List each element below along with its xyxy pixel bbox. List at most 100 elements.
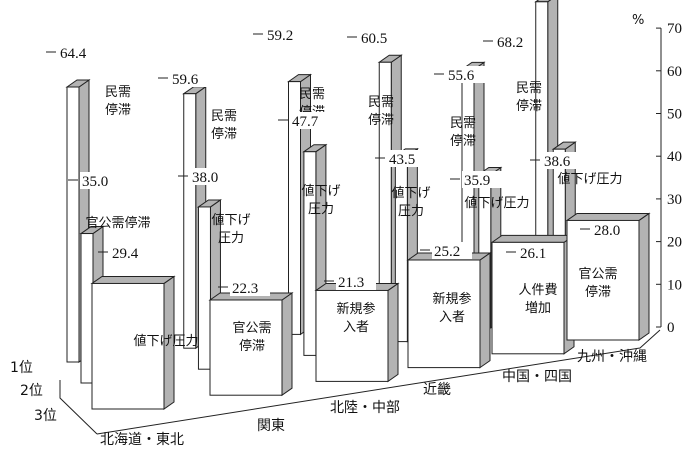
cause-label: 人件費増加 xyxy=(518,283,557,316)
value-label: 59.2 xyxy=(267,28,293,44)
floor-front-edge xyxy=(96,329,661,435)
cause-label-line: 停滞 xyxy=(105,102,131,118)
value-label: 47.7 xyxy=(292,114,319,130)
y-unit-label: % xyxy=(632,13,644,28)
cause-label: 値下げ圧力 xyxy=(133,333,198,349)
y-tick-label: 40 xyxy=(667,149,682,165)
value-label: 28.0 xyxy=(594,223,620,239)
bar-top xyxy=(565,212,651,221)
value-label-bg xyxy=(592,221,632,238)
cause-label-line: 民需 xyxy=(450,116,476,131)
y-tick-label: 10 xyxy=(667,277,682,293)
value-label: 64.4 xyxy=(60,46,87,62)
floor-left-edge xyxy=(59,380,98,435)
cause-label-line: 新規参 xyxy=(432,291,471,307)
cause-label-line: 入者 xyxy=(343,320,369,335)
cause-label-line: 値下げ圧力 xyxy=(557,171,622,187)
cause-label-line: 民需 xyxy=(368,95,394,110)
bar-top xyxy=(490,234,576,243)
value-label: 38.6 xyxy=(544,154,571,170)
bar xyxy=(91,282,165,410)
cause-label: 値下げ圧力 xyxy=(391,185,430,219)
value-label-bg xyxy=(336,273,376,290)
bar-side xyxy=(387,282,399,383)
value-label-bg xyxy=(518,244,558,261)
cause-label-line: 官公需 xyxy=(578,266,617,282)
cause-label: 民需停滞 xyxy=(516,81,542,114)
cause-label: 値下げ圧力 xyxy=(301,183,340,217)
category-label: 中国・四国 xyxy=(502,369,572,385)
value-label: 43.5 xyxy=(389,152,415,168)
cause-label-line: 値下げ xyxy=(391,185,430,201)
value-label-bg xyxy=(290,112,330,129)
value-label: 26.1 xyxy=(520,246,546,262)
value-label: 21.3 xyxy=(338,275,364,291)
bar xyxy=(80,233,94,384)
category-label: 近畿 xyxy=(423,382,451,398)
series-label: 1位 xyxy=(10,360,33,376)
y-tick-label: 30 xyxy=(667,192,682,208)
value-label: 55.6 xyxy=(448,68,475,84)
cause-label-line: 圧力 xyxy=(308,202,334,217)
cause-label: 値下げ圧力 xyxy=(464,195,529,211)
cause-label: 官公需停滞 xyxy=(85,215,150,231)
y-tick-label: 60 xyxy=(667,64,682,80)
value-label-bg xyxy=(446,66,486,83)
cause-label-line: 停滞 xyxy=(585,284,611,300)
cause-label-line: 値下げ圧力 xyxy=(464,195,529,211)
bar-side xyxy=(479,252,491,369)
y-tick-label: 70 xyxy=(667,21,682,37)
value-label: 29.4 xyxy=(112,246,139,262)
cause-label-line: 民需 xyxy=(105,85,131,100)
bar xyxy=(303,151,317,356)
cause-label: 民需停滞 xyxy=(450,116,476,149)
value-label: 22.3 xyxy=(232,281,258,297)
value-label-bg xyxy=(432,242,472,259)
category-label: 関東 xyxy=(257,418,285,434)
value-label: 59.6 xyxy=(172,72,199,88)
bar xyxy=(315,289,389,382)
cause-label-line: 値下げ xyxy=(211,212,250,228)
cause-label-line: 新規参 xyxy=(336,301,375,317)
cause-label-line: 入者 xyxy=(439,310,465,325)
category-label: 北陸・中部 xyxy=(330,400,400,416)
cause-label-line: 民需 xyxy=(211,109,237,124)
y-tick-label: 50 xyxy=(667,107,682,123)
value-label-bg xyxy=(495,33,535,50)
value-label: 25.2 xyxy=(434,244,460,260)
value-label: 38.0 xyxy=(192,170,218,186)
cause-label: 民需停滞 xyxy=(105,85,131,118)
series-label: 3位 xyxy=(34,408,57,424)
cause-label-line: 停滞 xyxy=(450,133,476,149)
cause-label-line: 民需 xyxy=(299,87,325,102)
value-label-bg xyxy=(359,29,399,46)
y-tick-label: 20 xyxy=(667,235,682,251)
value-label: 68.2 xyxy=(497,35,523,51)
cause-label-line: 増加 xyxy=(525,301,551,316)
cause-label-line: 圧力 xyxy=(218,231,244,246)
value-label-bg xyxy=(265,26,305,43)
bar xyxy=(183,93,197,349)
value-label-bg xyxy=(542,152,582,169)
cause-label: 民需停滞 xyxy=(368,95,394,128)
cause-label-line: 官公需 xyxy=(232,320,271,336)
series-label: 2位 xyxy=(20,383,43,399)
bar xyxy=(197,206,211,370)
bar-top xyxy=(90,275,176,284)
cause-label-line: 値下げ xyxy=(301,183,340,199)
cause-label: 官公需停滞 xyxy=(578,266,617,300)
value-label-bg xyxy=(58,44,98,61)
cause-label: 新規参入者 xyxy=(336,301,375,335)
cause-label: 新規参入者 xyxy=(432,291,471,325)
cause-label: 官公需停滞 xyxy=(232,320,271,354)
cause-label-line: 圧力 xyxy=(398,204,424,219)
y-tick-label: 0 xyxy=(667,320,675,336)
cause-label: 値下げ圧力 xyxy=(211,212,250,246)
cause-label: 民需停滞 xyxy=(211,109,237,142)
cause-label: 値下げ圧力 xyxy=(557,171,622,187)
cause-label-line: 民需 xyxy=(516,81,542,96)
category-label: 北海道・東北 xyxy=(100,432,184,448)
value-label: 35.0 xyxy=(82,174,108,190)
